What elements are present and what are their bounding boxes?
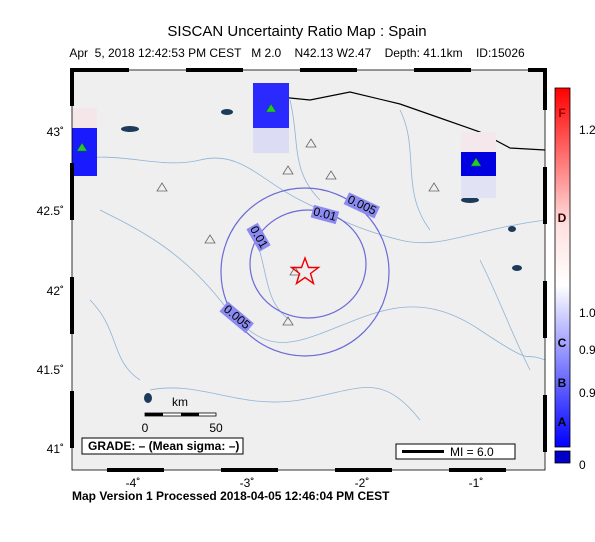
lon-label: -4˚ [126,476,141,490]
lon-label: -2˚ [355,476,370,490]
scale-unit: km [172,395,188,409]
grade-label: A [558,415,567,429]
lat-label: 42˚ [47,284,64,298]
lon-label: -3˚ [240,476,255,490]
colorbar-value: 1.0 [579,306,595,320]
scale-start: 0 [142,421,149,435]
grade-label: C [558,336,567,350]
map-frame-line [71,69,546,471]
lon-labels: -4˚ -3˚ -2˚ -1˚ [126,476,484,490]
lat-label: 42.5˚ [37,204,64,218]
stations [156,138,440,326]
lat-label: 41˚ [47,442,64,456]
lon-label: -1˚ [469,476,484,490]
contour-label: 0.01 [312,204,338,224]
colorbar-value: 0.9 [579,343,595,357]
colorbar-value: 1.2 [579,123,595,137]
mi-box [395,443,516,460]
title: SISCAN Uncertainty Ratio Map : Spain [167,23,426,40]
contour-inner [249,209,367,319]
grade-label: B [558,376,567,390]
lat-label: 41.5˚ [37,363,64,377]
water-bodies [121,109,522,403]
colorbar-value: 0 [579,458,586,472]
scale-bar: km 0 50 [142,395,223,435]
footer: Map Version 1 Processed 2018-04-05 12:46… [72,489,390,503]
mi-bar [402,450,444,453]
border [259,91,545,151]
stations-active [76,103,482,167]
scale-end: 50 [209,421,223,435]
grade-label: D [558,211,567,225]
epicenter [289,255,321,286]
map-area: 0.005 0.01 0.01 0.005 km 0 50 GRADE: – (… [72,70,545,470]
grade-box [81,437,244,455]
colorbar-value: 0.9 [579,386,595,400]
lat-label: 43˚ [47,125,64,139]
subtitle: Apr 5, 2018 12:42:53 PM CEST M 2.0 N42.1… [69,46,525,60]
contour-outer [220,187,390,357]
mi: MI = 6.0 [450,445,494,459]
uncertainty-cells [72,83,496,198]
grade-label: F [558,106,565,120]
lat-labels: 43˚ 42.5˚ 42˚ 41.5˚ 41˚ [37,125,64,456]
colorbar: F D C B A 1.2 1.0 0.9 0.9 0 [554,87,595,472]
grade: GRADE: – (Mean sigma: –) [88,439,239,453]
